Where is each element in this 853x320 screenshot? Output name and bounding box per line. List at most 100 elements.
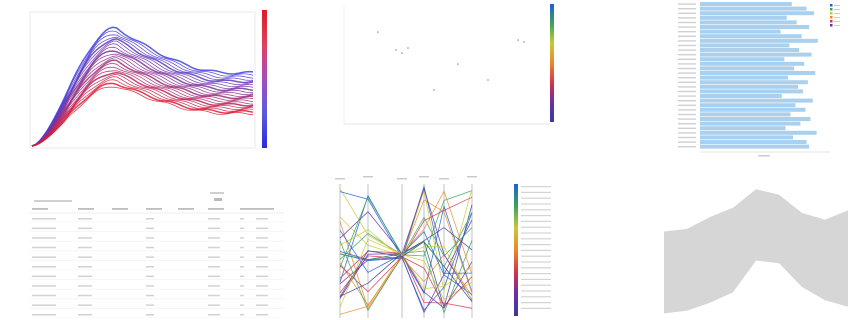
table-cell xyxy=(240,304,244,306)
y-tick-label xyxy=(678,35,696,37)
y-tick-label xyxy=(678,44,696,47)
bar xyxy=(700,121,801,126)
bar xyxy=(700,103,796,108)
legend-label xyxy=(521,290,551,292)
colorbar xyxy=(262,10,267,148)
table-cell xyxy=(32,314,56,316)
bar-chart-svg xyxy=(678,2,840,157)
parallel-line xyxy=(339,230,473,295)
parallel-line xyxy=(339,238,473,308)
bar xyxy=(700,29,781,34)
table-cell xyxy=(146,294,154,297)
table-cell xyxy=(146,304,154,306)
bar xyxy=(700,43,790,48)
series-line xyxy=(31,46,254,147)
legend-label xyxy=(521,302,551,304)
table-cell xyxy=(240,256,244,258)
table-cell xyxy=(146,275,154,278)
legend-label xyxy=(834,21,840,22)
table-cell xyxy=(146,285,154,287)
y-tick-label xyxy=(678,127,696,129)
parallel-coordinates-svg xyxy=(335,176,551,318)
table-cell xyxy=(256,304,268,306)
table-cell xyxy=(208,218,220,220)
table-cell xyxy=(208,285,220,287)
table-cell xyxy=(32,275,56,278)
table-cell xyxy=(208,237,220,239)
series-line xyxy=(31,55,254,147)
table-cell xyxy=(32,304,56,306)
bar xyxy=(700,20,797,25)
table-cell xyxy=(32,266,56,268)
column-header xyxy=(32,208,48,210)
table-cell xyxy=(78,246,92,249)
scatter-point xyxy=(487,79,489,81)
table-cell xyxy=(78,285,92,287)
y-tick-label xyxy=(678,123,696,125)
legend-swatch xyxy=(830,4,833,7)
parallel-line xyxy=(339,216,473,312)
thumbnail-parallel-coordinates[interactable] xyxy=(322,172,562,320)
legend-label xyxy=(834,17,840,18)
bar xyxy=(700,2,792,6)
parallel-line xyxy=(339,194,473,295)
table-cell xyxy=(256,227,268,230)
bar xyxy=(700,135,793,140)
legend-label xyxy=(521,284,551,286)
legend-label xyxy=(521,278,551,280)
table-cell xyxy=(256,266,268,268)
table-cell xyxy=(240,237,244,239)
column-group-label xyxy=(210,192,224,194)
table-cell xyxy=(146,314,154,316)
legend-label xyxy=(521,249,551,251)
series-line xyxy=(31,66,254,147)
table-cell xyxy=(146,237,154,239)
series-line xyxy=(31,53,253,147)
y-tick-label xyxy=(678,31,696,33)
thumbnail-line-chart[interactable] xyxy=(8,4,278,154)
table-cell xyxy=(256,314,268,316)
table-cell xyxy=(146,266,154,268)
scatter-point xyxy=(433,89,435,91)
legend-swatch xyxy=(830,8,833,11)
thumbnail-scatter-chart[interactable] xyxy=(338,2,558,130)
bar xyxy=(700,34,802,39)
bar xyxy=(700,126,786,131)
thumbnail-data-table[interactable] xyxy=(28,190,288,318)
series-line xyxy=(31,86,254,147)
axis-title xyxy=(335,178,345,180)
table-cell xyxy=(240,275,244,278)
column-header xyxy=(146,208,162,210)
series-line xyxy=(31,50,254,147)
legend-label xyxy=(834,25,840,26)
table-cell xyxy=(240,246,244,249)
axis-title xyxy=(419,176,429,178)
area-chart-svg xyxy=(664,189,848,314)
legend-label xyxy=(521,232,551,234)
scatter-point xyxy=(457,63,459,65)
legend-label xyxy=(834,13,840,14)
y-tick-label xyxy=(678,113,696,116)
table-cell xyxy=(240,285,244,287)
y-tick-label xyxy=(678,3,696,5)
thumbnail-bar-chart[interactable] xyxy=(672,0,842,160)
bar xyxy=(700,94,782,98)
bar xyxy=(700,144,810,149)
legend-label xyxy=(521,203,551,205)
y-tick-label xyxy=(678,58,696,60)
y-tick-label xyxy=(678,77,696,79)
table-cell xyxy=(32,294,56,297)
thumbnail-area-chart[interactable] xyxy=(664,184,848,316)
y-tick-label xyxy=(678,90,696,93)
table-cell xyxy=(256,285,268,287)
area-band xyxy=(664,189,848,314)
legend-label xyxy=(521,238,551,240)
bar xyxy=(700,89,803,94)
table-cell xyxy=(146,256,154,258)
legend-label xyxy=(521,244,551,246)
bar xyxy=(700,15,787,20)
y-tick-label xyxy=(678,8,696,10)
table-cell xyxy=(78,314,92,316)
parallel-line xyxy=(339,253,473,309)
table-cell xyxy=(146,246,154,249)
